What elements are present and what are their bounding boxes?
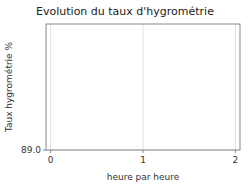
x-axis-label: heure par heure	[107, 172, 180, 182]
y-axis: 89.0	[21, 145, 46, 155]
x-axis: 0 1 2	[48, 150, 238, 165]
x-tick	[235, 150, 236, 153]
grid-line-x	[50, 24, 51, 150]
y-axis-label: Taux hygrométrie %	[4, 41, 14, 133]
grid-line-x	[143, 24, 144, 150]
chart-svg: 0 1 2 89.0 Evolution du taux d'hygrométrie he…	[0, 0, 250, 188]
plot-background	[46, 24, 240, 150]
x-tick-label: 1	[140, 155, 146, 165]
plot-frame	[46, 24, 240, 150]
y-tick-label: 89.0	[21, 145, 41, 155]
y-tick	[43, 150, 46, 151]
x-tick	[143, 150, 144, 153]
chart-container: 0 1 2 89.0 Evolution du taux d'hygrométrie he…	[0, 0, 250, 188]
x-tick-label: 2	[233, 155, 239, 165]
chart-title: Evolution du taux d'hygrométrie	[36, 5, 214, 18]
grid	[46, 24, 240, 150]
x-tick	[50, 150, 51, 153]
grid-line-x	[235, 24, 236, 150]
x-tick-label: 0	[48, 155, 54, 165]
